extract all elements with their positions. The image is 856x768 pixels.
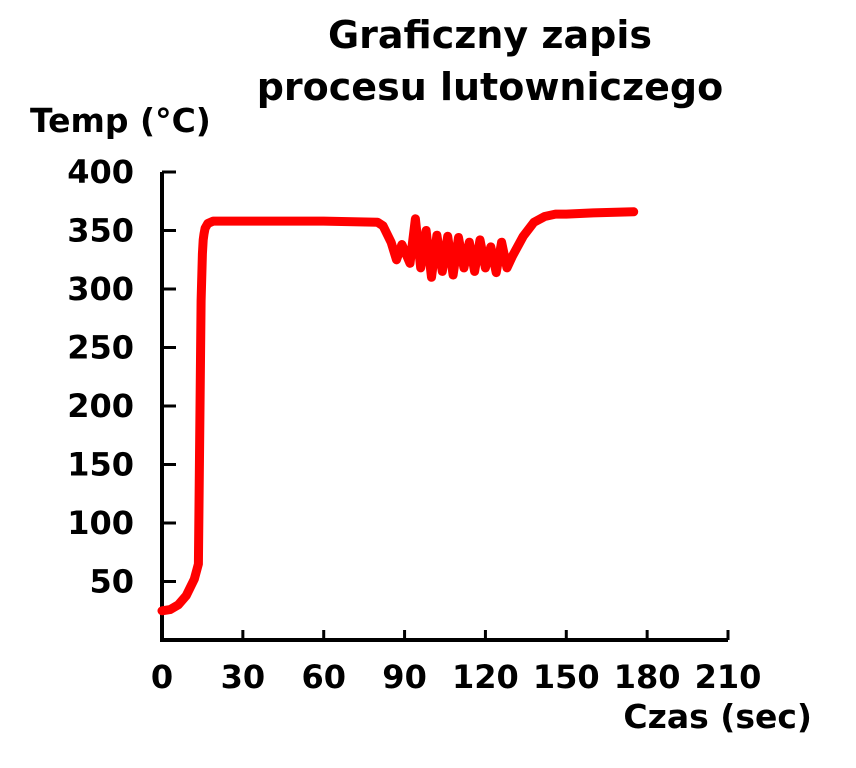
y-tick-label: 150 (67, 446, 134, 484)
chart-title-line-1: Graficzny zapis (328, 13, 652, 57)
x-tick-label: 60 (301, 658, 346, 696)
y-tick-label: 50 (89, 563, 134, 601)
y-tick-label: 100 (67, 504, 134, 542)
x-tick-label: 180 (614, 658, 681, 696)
temperature-series-line (157, 207, 639, 616)
x-tick-label: 0 (151, 658, 173, 696)
y-tick-label: 350 (67, 212, 134, 250)
x-tick-label: 30 (221, 658, 266, 696)
y-axis-label: Temp (°C) (30, 101, 211, 140)
y-tick-label: 300 (67, 270, 134, 308)
y-tick-label: 400 (67, 153, 134, 191)
axis-tick-labels: 50 100 150 200 250 300 350 400 0 30 60 90 120 150 180 2… (67, 153, 761, 696)
x-tick-label: 90 (382, 658, 427, 696)
y-tick-label: 250 (67, 329, 134, 367)
chart-title-line-2: procesu lutowniczego (257, 65, 724, 109)
axis-ticks (162, 170, 730, 640)
x-tick-label: 150 (533, 658, 600, 696)
x-axis-label: Czas (sec) (623, 697, 812, 736)
y-tick-label: 200 (67, 387, 134, 425)
x-tick-label: 120 (452, 658, 519, 696)
plot-area (157, 207, 639, 616)
x-tick-label: 210 (695, 658, 762, 696)
